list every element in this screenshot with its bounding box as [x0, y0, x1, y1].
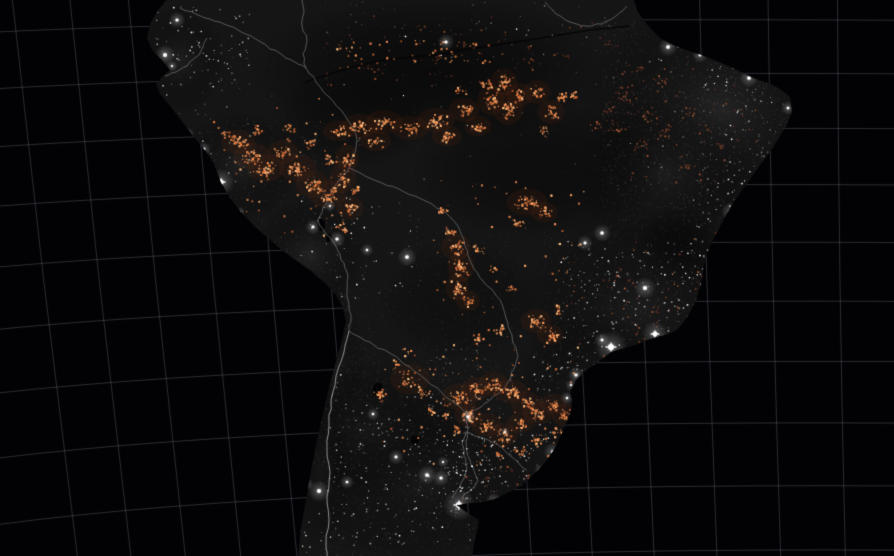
map-canvas — [0, 0, 894, 556]
south-america-night-map — [0, 0, 894, 556]
